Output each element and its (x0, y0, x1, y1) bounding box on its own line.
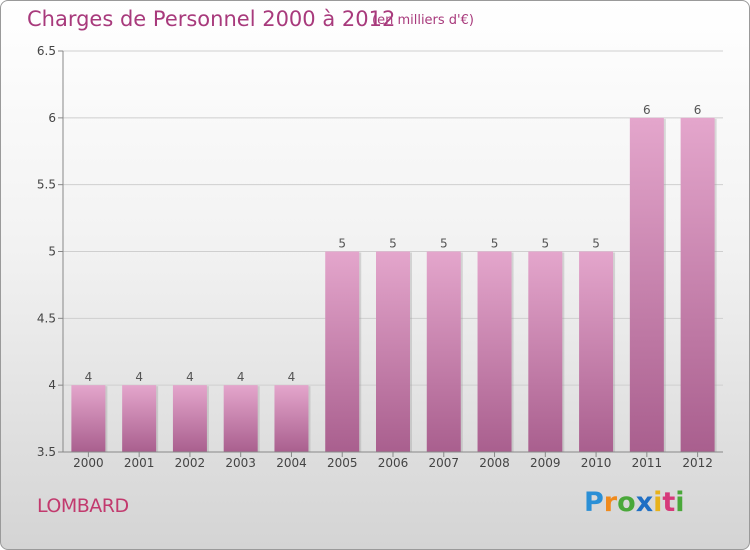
bar-value-label: 5 (440, 237, 448, 251)
y-tick-label: 4.5 (37, 311, 56, 325)
x-tick-label: 2004 (276, 456, 307, 470)
commune-name: LOMBARD (37, 495, 129, 517)
x-tick-label: 2007 (428, 456, 459, 470)
bar-value-label: 5 (491, 237, 499, 251)
x-tick-label: 2012 (682, 456, 713, 470)
y-tick-label: 3.5 (37, 445, 56, 459)
x-tick-label: 2005 (327, 456, 358, 470)
bar-value-label: 4 (135, 370, 143, 384)
bars-layer (71, 117, 717, 452)
bar-value-label: 5 (541, 237, 549, 251)
logo-letter: r (603, 487, 618, 518)
y-tick-label: 6.5 (37, 44, 56, 58)
logo-letter: i (653, 487, 663, 518)
bar (274, 385, 309, 452)
bar-value-label: 6 (694, 103, 702, 117)
proxiti-logo[interactable]: Proxiti (584, 487, 685, 518)
bar-value-label: 4 (85, 370, 93, 384)
bar-value-label: 5 (592, 237, 600, 251)
bar-value-label: 4 (237, 370, 245, 384)
bar (629, 117, 664, 452)
bar-value-label: 4 (288, 370, 296, 384)
bar-value-label: 5 (338, 237, 346, 251)
chart-title: Charges de Personnel 2000 à 2012 (27, 7, 396, 31)
x-tick-label: 2000 (73, 456, 104, 470)
bar (579, 251, 614, 452)
y-tick-label: 6 (48, 111, 56, 125)
axis-layer (58, 50, 723, 457)
y-tick-label: 5.5 (37, 178, 56, 192)
y-tick-label: 5 (48, 245, 56, 259)
bar (680, 117, 715, 452)
x-tick-label: 2008 (479, 456, 510, 470)
bar-value-label: 5 (389, 237, 397, 251)
x-tick-label: 2011 (632, 456, 663, 470)
logo-letter: i (675, 487, 685, 518)
x-tick-label: 2006 (378, 456, 409, 470)
y-tick-label: 4 (48, 378, 56, 392)
logo-letter: P (584, 487, 604, 518)
x-tick-label: 2009 (530, 456, 561, 470)
x-tick-label: 2010 (581, 456, 612, 470)
x-tick-label: 2003 (225, 456, 256, 470)
bar (71, 385, 106, 452)
bar (122, 385, 157, 452)
x-tick-label: 2002 (175, 456, 206, 470)
bar-value-label: 4 (186, 370, 194, 384)
bar-value-label: 6 (643, 103, 651, 117)
bar (376, 251, 410, 452)
chart-subtitle: (en milliers d'€) (372, 13, 474, 28)
bar (172, 385, 207, 452)
labels-layer: 3.5 4 4.5 5 5.5 6 6.5 2000 4 2001 4 2002 4 2003 4 2004 4… (37, 44, 713, 470)
bar (477, 251, 512, 452)
bar (426, 251, 461, 452)
logo-letter: t (662, 487, 676, 518)
logo-letter: x (635, 487, 654, 518)
x-tick-label: 2001 (124, 456, 155, 470)
bar (223, 385, 258, 452)
bar (528, 251, 563, 452)
logo-letter: o (617, 487, 636, 518)
bar (325, 251, 360, 452)
